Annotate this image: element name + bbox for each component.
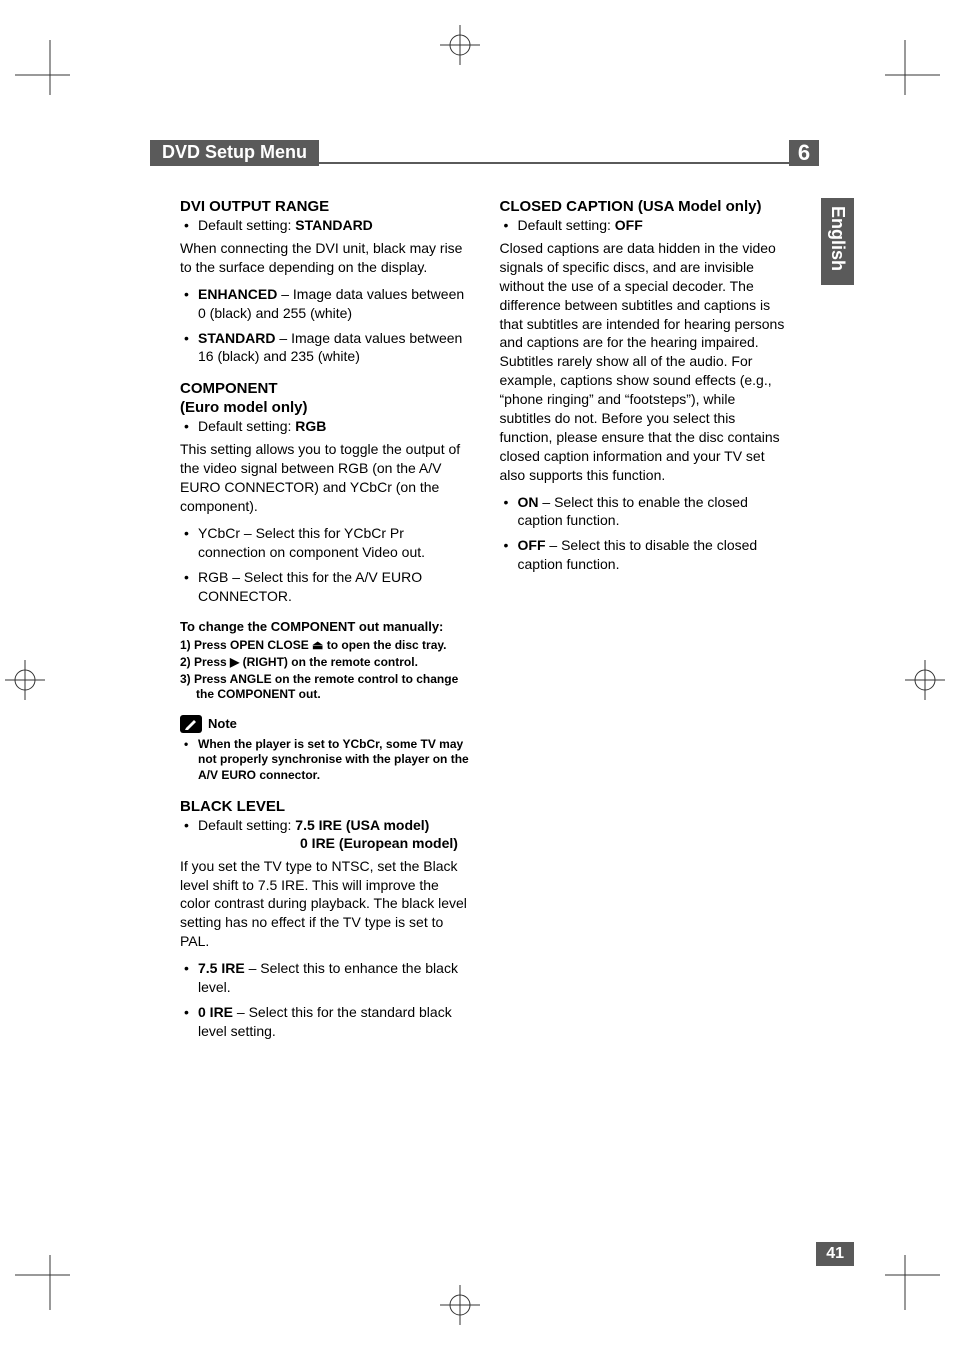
blacklevel-default2: 0 IRE (European model)	[180, 835, 470, 851]
step-2: 2) Press ▶ (RIGHT) on the remote control…	[180, 655, 470, 671]
default-value: STANDARD	[295, 217, 373, 233]
note-header: Note	[180, 715, 470, 733]
blacklevel-list: 7.5 IRE – Select this to enhance the bla…	[180, 959, 470, 1041]
desc: – Select this to enable the closed capti…	[518, 494, 748, 529]
list-item: STANDARD – Image data values between 16 …	[180, 329, 470, 367]
content-area: DVI OUTPUT RANGE Default setting: STANDA…	[180, 194, 789, 1055]
desc: – Select this for the standard black lev…	[198, 1004, 452, 1039]
page-number: 41	[816, 1242, 854, 1266]
dvi-intro: When connecting the DVI unit, black may …	[180, 239, 470, 277]
dvi-default: Default setting: STANDARD	[180, 217, 470, 233]
cc-default: Default setting: OFF	[500, 217, 790, 233]
left-column: DVI OUTPUT RANGE Default setting: STANDA…	[180, 194, 470, 1055]
default-value: RGB	[295, 418, 326, 434]
steps-heading: To change the COMPONENT out manually:	[180, 619, 470, 634]
chapter-number: 6	[789, 140, 819, 166]
list-item: 0 IRE – Select this for the standard bla…	[180, 1003, 470, 1041]
term: OFF	[518, 537, 546, 553]
note-label: Note	[208, 716, 237, 731]
default-label: Default setting:	[518, 217, 615, 233]
list-item: YCbCr – Select this for YCbCr Pr connect…	[180, 524, 470, 562]
desc: – Select this to disable the closed capt…	[518, 537, 758, 572]
cc-heading: CLOSED CAPTION (USA Model only)	[500, 198, 790, 215]
list-item: 7.5 IRE – Select this to enhance the bla…	[180, 959, 470, 997]
note-text: When the player is set to YCbCr, some TV…	[180, 737, 470, 784]
registration-left	[0, 655, 50, 705]
list-item: RGB – Select this for the A/V EURO CONNE…	[180, 568, 470, 606]
desc: YCbCr – Select this for YCbCr Pr connect…	[198, 525, 425, 560]
step-3: 3) Press ANGLE on the remote control to …	[180, 672, 470, 703]
crop-mark-bottom-right	[870, 1240, 940, 1310]
step-1: 1) Press OPEN CLOSE ⏏ to open the disc t…	[180, 638, 470, 654]
term: ENHANCED	[198, 286, 277, 302]
registration-right	[900, 655, 950, 705]
component-list: YCbCr – Select this for YCbCr Pr connect…	[180, 524, 470, 606]
component-intro: This setting allows you to toggle the ou…	[180, 440, 470, 516]
page-title: DVD Setup Menu	[150, 140, 319, 166]
dvi-list: ENHANCED – Image data values between 0 (…	[180, 285, 470, 367]
blacklevel-intro: If you set the TV type to NTSC, set the …	[180, 857, 470, 951]
component-default: Default setting: RGB	[180, 418, 470, 434]
right-column: CLOSED CAPTION (USA Model only) Default …	[500, 194, 790, 1055]
registration-top	[435, 20, 485, 70]
component-heading: COMPONENT	[180, 380, 470, 397]
desc: RGB – Select this for the A/V EURO CONNE…	[198, 569, 422, 604]
component-subheading: (Euro model only)	[180, 399, 470, 416]
cc-intro: Closed captions are data hidden in the v…	[500, 239, 790, 485]
term: STANDARD	[198, 330, 276, 346]
default-value: 7.5 IRE (USA model)	[295, 817, 429, 833]
cc-list: ON – Select this to enable the closed ca…	[500, 493, 790, 575]
list-item: OFF – Select this to disable the closed …	[500, 536, 790, 574]
blacklevel-heading: BLACK LEVEL	[180, 798, 470, 815]
default-label: Default setting:	[198, 418, 295, 434]
default-label: Default setting:	[198, 217, 295, 233]
header-bar: DVD Setup Menu 6	[150, 140, 819, 166]
crop-mark-top-right	[870, 40, 940, 110]
term: 0 IRE	[198, 1004, 233, 1020]
crop-mark-top-left	[15, 40, 85, 110]
note-icon	[180, 715, 202, 733]
list-item: ENHANCED – Image data values between 0 (…	[180, 285, 470, 323]
default-value: OFF	[615, 217, 643, 233]
registration-bottom	[435, 1280, 485, 1330]
dvi-heading: DVI OUTPUT RANGE	[180, 198, 470, 215]
crop-mark-bottom-left	[15, 1240, 85, 1310]
language-tab: English	[821, 198, 854, 285]
default-label: Default setting:	[198, 817, 295, 833]
list-item: ON – Select this to enable the closed ca…	[500, 493, 790, 531]
term: 7.5 IRE	[198, 960, 245, 976]
blacklevel-default: Default setting: 7.5 IRE (USA model)	[180, 817, 470, 833]
header-divider	[319, 140, 789, 164]
term: ON	[518, 494, 539, 510]
